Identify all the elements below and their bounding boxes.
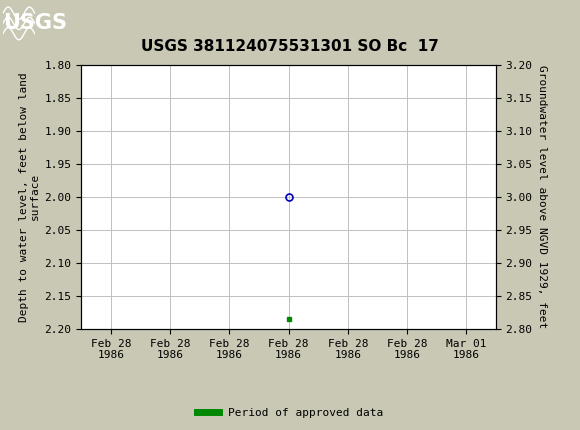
Text: USGS 381124075531301 SO Bc  17: USGS 381124075531301 SO Bc 17 <box>141 39 439 54</box>
Legend: Period of approved data: Period of approved data <box>193 403 387 422</box>
Y-axis label: Depth to water level, feet below land
surface: Depth to water level, feet below land su… <box>19 72 41 322</box>
Y-axis label: Groundwater level above NGVD 1929, feet: Groundwater level above NGVD 1929, feet <box>536 65 547 329</box>
Text: USGS: USGS <box>3 12 67 33</box>
